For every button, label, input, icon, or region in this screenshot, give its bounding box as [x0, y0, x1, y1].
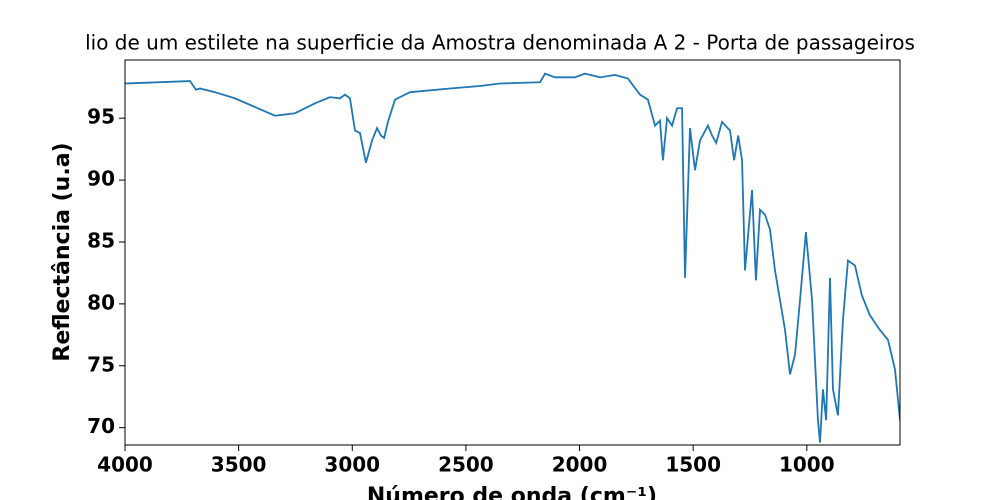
axes-frame [124, 59, 901, 446]
x-tick-label: 3500 [211, 453, 267, 477]
y-tick-label: 80 [87, 290, 115, 314]
y-axis-label: Reflectância (u.a) [50, 142, 75, 361]
x-tick-label: 1000 [779, 453, 835, 477]
x-tick-label: 1500 [665, 453, 721, 477]
y-tick-label: 75 [87, 352, 115, 376]
x-axis-label: Número de onda (cm⁻¹) [367, 484, 657, 500]
y-tick-label: 90 [87, 167, 115, 191]
x-tick-label: 4000 [97, 453, 153, 477]
x-tick-label: 3000 [324, 453, 380, 477]
chart-title: lio de um estilete na superficie da Amos… [85, 31, 915, 55]
x-tick-label: 2000 [552, 453, 608, 477]
x-tick-label: 2500 [438, 453, 494, 477]
spectrum-line [125, 72, 900, 443]
y-tick-label: 95 [87, 105, 115, 129]
y-tick-label: 70 [87, 414, 115, 438]
y-tick-label: 85 [87, 228, 115, 252]
